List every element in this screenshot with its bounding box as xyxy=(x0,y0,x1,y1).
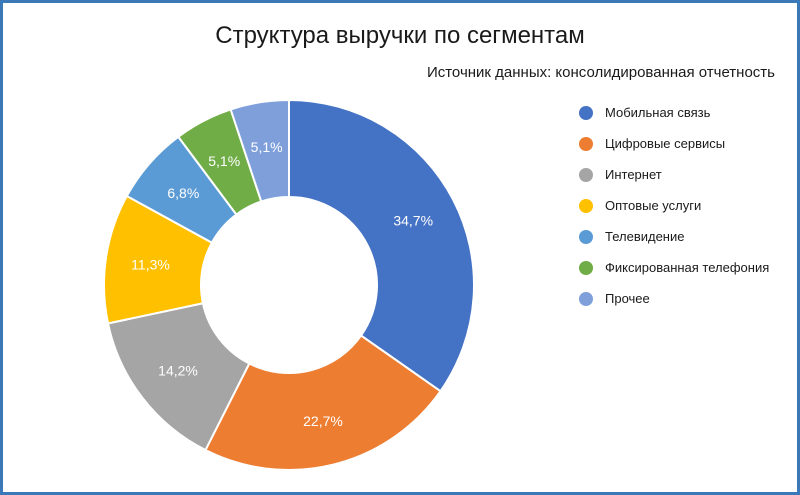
legend-label: Телевидение xyxy=(605,229,685,244)
legend-item-1[interactable]: Мобильная связь xyxy=(579,97,769,128)
legend-marker-icon xyxy=(579,198,593,213)
legend-item-6[interactable]: Фиксированная телефония xyxy=(579,252,769,283)
legend-label: Прочее xyxy=(605,291,650,306)
chart-title: Структура выручки по сегментам xyxy=(215,22,585,49)
donut-slice-1[interactable] xyxy=(288,98,475,393)
legend-marker-icon xyxy=(579,105,593,120)
legend-marker-icon xyxy=(579,167,593,182)
chart-legend: Мобильная связь Цифровые сервисы Интернет О… xyxy=(579,97,769,314)
legend-label: Оптовые услуги xyxy=(605,198,702,213)
legend-label: Интернет xyxy=(605,167,662,182)
legend-marker-icon xyxy=(579,229,593,244)
donut-slice-2[interactable] xyxy=(204,334,442,471)
donut-slice-7[interactable] xyxy=(229,98,290,203)
legend-item-3[interactable]: Интернет xyxy=(579,159,769,190)
legend-marker-icon xyxy=(579,291,593,306)
slice-data-label-1: 34,7% xyxy=(393,212,433,228)
chart-subtitle: Источник данных: консолидированная отчет… xyxy=(426,64,775,81)
legend-label: Цифровые сервисы xyxy=(605,136,726,151)
legend-item-5[interactable]: Телевидение xyxy=(579,221,769,252)
slice-data-label-6: 5,1% xyxy=(208,153,240,169)
legend-marker-icon xyxy=(579,136,593,151)
slice-data-label-4: 11,3% xyxy=(131,257,170,273)
legend-label: Фиксированная телефония xyxy=(605,260,770,275)
legend-marker-icon xyxy=(579,260,593,275)
legend-item-4[interactable]: Оптовые услуги xyxy=(579,190,769,221)
legend-item-2[interactable]: Цифровые сервисы xyxy=(579,128,769,159)
slice-data-label-3: 14,2% xyxy=(158,362,198,378)
legend-label: Мобильная связь xyxy=(605,105,711,120)
slice-data-label-2: 22,7% xyxy=(303,413,343,429)
legend-item-7[interactable]: Прочее xyxy=(579,283,769,314)
slice-data-label-5: 6,8% xyxy=(167,185,199,201)
slice-data-label-7: 5,1% xyxy=(251,139,283,155)
